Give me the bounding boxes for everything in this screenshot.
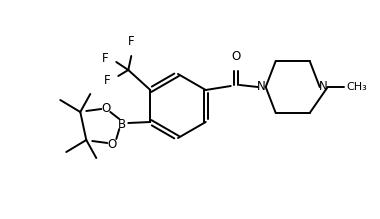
Text: N: N — [319, 81, 328, 94]
Text: F: F — [104, 74, 110, 87]
Text: F: F — [128, 35, 135, 48]
Text: O: O — [102, 101, 111, 115]
Text: F: F — [102, 51, 108, 65]
Text: B: B — [118, 118, 126, 131]
Text: O: O — [108, 138, 117, 150]
Text: O: O — [231, 50, 240, 63]
Text: CH₃: CH₃ — [347, 82, 367, 92]
Text: N: N — [257, 81, 266, 94]
